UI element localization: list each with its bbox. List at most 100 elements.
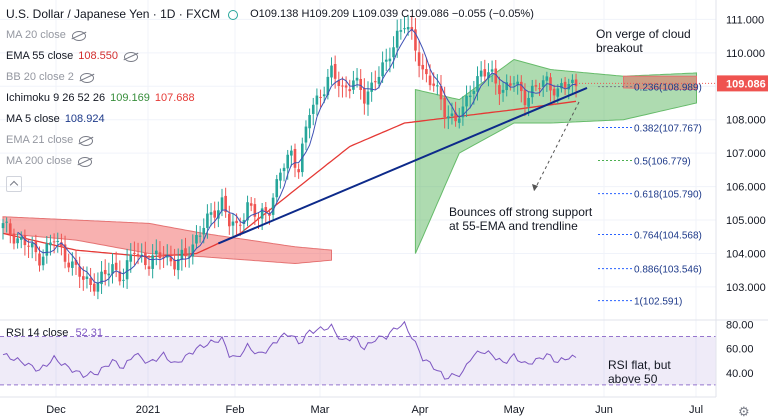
- candle-body: [439, 86, 443, 100]
- candle: [165, 244, 169, 266]
- candle: [487, 63, 490, 87]
- candle-body: [494, 68, 498, 84]
- candle-body: [567, 84, 571, 90]
- rsi-band: [0, 336, 716, 385]
- candle: [363, 78, 366, 115]
- price-tick: 108.000: [726, 115, 766, 127]
- candle-body: [523, 89, 527, 106]
- indicator-label: EMA 21 close: [6, 134, 74, 146]
- indicator-row[interactable]: MA 200 close: [6, 151, 534, 172]
- candle: [436, 74, 439, 96]
- candle: [297, 163, 300, 179]
- candle-body: [213, 210, 216, 218]
- candle-body: [425, 68, 428, 75]
- candle-body: [330, 65, 333, 78]
- price-grid: [0, 0, 768, 397]
- ichimoku-cloud: [2, 58, 697, 265]
- candle-body: [512, 83, 516, 85]
- candle-body: [333, 63, 337, 79]
- hidden-eye-icon[interactable]: [79, 72, 94, 83]
- candle-body: [217, 210, 220, 219]
- candle-body: [552, 88, 556, 96]
- candle-body: [344, 85, 348, 88]
- candle-body: [509, 83, 512, 86]
- candle-body: [151, 255, 154, 269]
- candle-body: [107, 273, 111, 276]
- hidden-eye-icon[interactable]: [124, 51, 139, 62]
- candle-body: [304, 126, 308, 143]
- hidden-eye-icon[interactable]: [78, 156, 93, 167]
- fib-label: 0.618(105.790): [634, 190, 702, 201]
- indicator-list: MA 20 close EMA 55 close 108.550 BB 20 clos…: [6, 25, 534, 172]
- hidden-eye-icon[interactable]: [71, 30, 86, 41]
- candle: [384, 48, 388, 72]
- candle: [107, 262, 111, 287]
- hidden-eye-icon[interactable]: [79, 135, 94, 146]
- rsi-value: 52.31: [75, 327, 103, 339]
- price-tick: 111.000: [726, 14, 764, 26]
- candle-body: [34, 241, 38, 253]
- candle-body: [538, 88, 541, 90]
- candle: [490, 60, 494, 83]
- candle-body: [158, 252, 162, 259]
- indicator-value: 108.924: [64, 113, 105, 125]
- indicator-value: 109.169: [110, 92, 150, 104]
- fib-label: 0.236(108.989): [634, 83, 702, 94]
- settings-gear-icon[interactable]: ⚙: [738, 404, 750, 419]
- candle: [308, 108, 311, 139]
- candle: [421, 53, 425, 80]
- last-price-label: 109.086: [726, 78, 766, 90]
- time-tick: 2021: [136, 404, 160, 416]
- candle-body: [297, 169, 300, 173]
- indicator-label: BB 20 close 2: [6, 71, 74, 83]
- indicator-label: MA 20 close: [6, 29, 66, 41]
- candle-body: [209, 212, 213, 215]
- candle: [19, 231, 23, 249]
- indicator-row[interactable]: MA 20 close: [6, 25, 534, 46]
- indicator-row[interactable]: BB 20 close 2: [6, 67, 534, 88]
- price-tick: 103.000: [726, 282, 766, 294]
- indicator-row[interactable]: Ichimoku 9 26 52 26 109.169 107.688: [6, 88, 534, 109]
- candle-body: [176, 259, 180, 271]
- candle-body: [184, 248, 187, 256]
- candle-body: [224, 195, 227, 213]
- candle: [311, 97, 315, 126]
- candle: [220, 188, 224, 217]
- candle-body: [100, 271, 103, 285]
- candle-body: [443, 97, 446, 118]
- candle-body: [363, 88, 366, 104]
- collapse-legend-icon[interactable]: [6, 176, 22, 192]
- candle: [133, 241, 136, 265]
- time-tick: Mar: [311, 404, 330, 416]
- indicator-row[interactable]: MA 5 close 108.924: [6, 109, 534, 130]
- candle-body: [89, 278, 92, 286]
- candle-body: [352, 80, 355, 90]
- candle: [173, 248, 176, 276]
- candle: [45, 236, 49, 264]
- rsi-line: [2, 320, 577, 380]
- last-price-bg: [717, 75, 768, 92]
- candle-body: [563, 81, 567, 88]
- candle: [512, 76, 516, 92]
- pointer-arrowhead: [532, 184, 538, 191]
- indicator-row[interactable]: EMA 55 close 108.550: [6, 46, 534, 67]
- symbol-title: U.S. Dollar / Japanese Yen · 1D · FXCM: [6, 7, 221, 21]
- indicator-row[interactable]: EMA 21 close: [6, 130, 534, 151]
- candle-body: [12, 233, 16, 244]
- candle-body: [541, 80, 545, 87]
- candle: [352, 70, 355, 94]
- candle: [34, 234, 38, 262]
- support-note: at 55-EMA and trendline: [449, 219, 578, 233]
- price-tick: 110.000: [726, 48, 765, 60]
- candle-body: [534, 85, 538, 87]
- candle-body: [381, 62, 384, 77]
- trendline: [217, 87, 588, 245]
- candle-body: [560, 83, 563, 89]
- candle: [249, 197, 253, 212]
- candle: [498, 76, 501, 105]
- rsi-line-group: [2, 320, 577, 380]
- candle-body: [556, 88, 560, 97]
- candle: [417, 40, 421, 78]
- market-status-icon: [228, 9, 239, 20]
